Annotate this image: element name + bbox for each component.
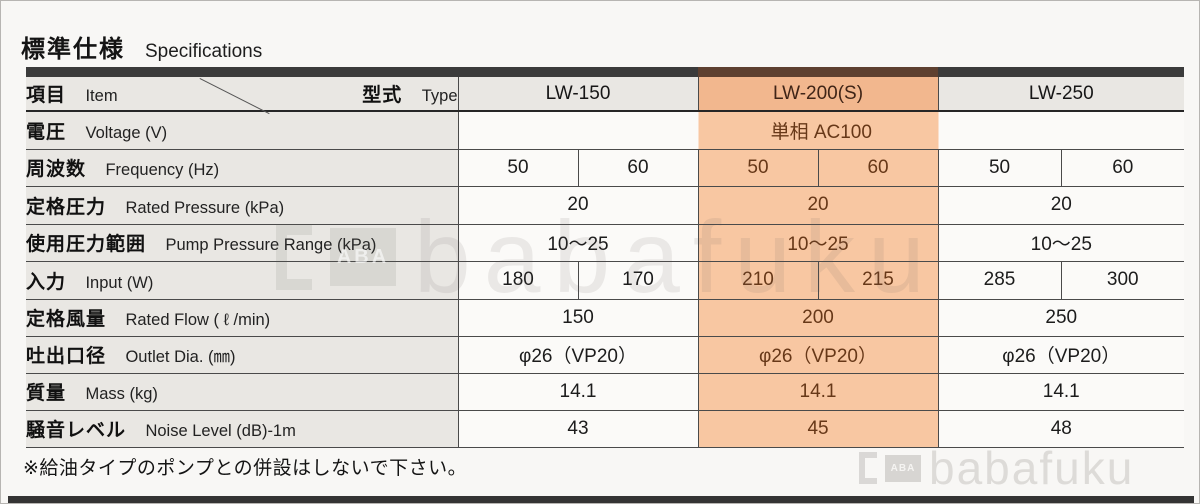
- spec-value: 48: [937, 409, 1185, 448]
- model-header-lw200s: LW-200(S): [697, 77, 939, 112]
- table-top-bar-highlight: [698, 67, 938, 77]
- row-label-en: Voltage (V): [85, 123, 168, 142]
- row-label-en: Outlet Dia. (㎜): [125, 348, 236, 366]
- spec-value-highlighted: 215: [817, 260, 939, 300]
- row-label-jp: 電圧: [26, 121, 67, 143]
- row-label-en: Pump Pressure Range (kPa): [165, 236, 377, 254]
- row-label-en: Input (W): [85, 273, 154, 292]
- row-label-pressure-range: 使用圧力範囲 Pump Pressure Range (kPa): [26, 223, 459, 262]
- spec-value-highlighted: 200: [697, 298, 939, 337]
- spec-value: 20: [457, 185, 699, 225]
- row-label-rated-pressure: 定格圧力 Rated Pressure (kPa): [26, 185, 459, 225]
- spec-value: 50: [457, 148, 579, 187]
- row-label-jp: 質量: [26, 383, 67, 404]
- watermark-bottom-right: ABA babafuku: [859, 445, 1134, 491]
- spec-value: 170: [577, 260, 699, 300]
- row-label-jp: 周波数: [26, 159, 87, 180]
- spec-value: 14.1: [457, 372, 699, 411]
- page-title: 標準仕様 Specifications: [21, 29, 262, 64]
- babafuku-logo-icon: ABA: [885, 454, 921, 482]
- spec-value: 250: [937, 298, 1185, 337]
- spec-value-highlighted: φ26（VP20）: [697, 335, 939, 374]
- header-item: 項目 Item: [26, 80, 118, 107]
- row-voltage: 電圧 Voltage (V) 単相 AC100: [26, 110, 1185, 150]
- row-label-en: Mass (kg): [85, 385, 158, 403]
- spec-value: 10〜25: [937, 223, 1185, 262]
- row-label-rated-flow: 定格風量 Rated Flow ( ℓ /min): [26, 298, 459, 337]
- spec-value: φ26（VP20）: [937, 335, 1185, 374]
- row-outlet-dia: 吐出口径 Outlet Dia. (㎜) φ26（VP20） φ26（VP20）…: [26, 335, 1185, 374]
- footnote: ※給油タイプのポンプとの併設はしないで下さい。: [23, 458, 468, 479]
- table-top-bar: [26, 67, 1184, 77]
- spec-value: 285: [937, 260, 1062, 300]
- spec-value-highlighted: 10〜25: [697, 223, 939, 262]
- row-rated-flow: 定格風量 Rated Flow ( ℓ /min) 150 200 250: [26, 298, 1185, 337]
- spec-value-highlighted: 50: [697, 148, 819, 187]
- spec-value-highlighted: 45: [697, 409, 939, 448]
- row-label-input: 入力 Input (W): [26, 260, 459, 300]
- row-input: 入力 Input (W) 180 170 210 215 285 300: [26, 260, 1185, 300]
- spec-value: 43: [457, 409, 699, 448]
- row-label-voltage: 電圧 Voltage (V): [26, 110, 459, 150]
- row-label-frequency: 周波数 Frequency (Hz): [26, 148, 459, 187]
- watermark-text: babafuku: [929, 442, 1135, 494]
- spec-value: 10〜25: [457, 223, 699, 262]
- row-mass: 質量 Mass (kg) 14.1 14.1 14.1: [26, 372, 1185, 411]
- spec-value: 14.1: [937, 372, 1185, 411]
- row-label-mass: 質量 Mass (kg): [26, 372, 459, 411]
- model-header-lw150: LW-150: [457, 77, 699, 112]
- row-label-en: Noise Level (dB)-1m: [145, 422, 296, 440]
- spec-value-voltage: 単相 AC100: [457, 110, 1185, 150]
- page-bottom-bar: [8, 496, 1194, 503]
- spec-value-highlighted: 210: [697, 260, 819, 300]
- row-frequency: 周波数 Frequency (Hz) 50 60 50 60 50 60: [26, 148, 1185, 187]
- spec-value: 50: [937, 148, 1062, 187]
- spec-value-highlighted: 14.1: [697, 372, 939, 411]
- header-row: 項目 Item 型式 Type LW-150 LW-200(S) LW-250: [26, 77, 1185, 115]
- row-label-en: Rated Flow ( ℓ /min): [125, 311, 271, 329]
- header-type-en: Type: [421, 87, 458, 105]
- spec-value: 20: [937, 185, 1185, 225]
- babafuku-logo-icon: [859, 452, 877, 484]
- row-noise-level: 騒音レベル Noise Level (dB)-1m 43 45 48: [26, 409, 1185, 448]
- row-label-outlet-dia: 吐出口径 Outlet Dia. (㎜): [26, 335, 459, 374]
- spec-value-highlighted: 20: [697, 185, 939, 225]
- spec-value: 300: [1060, 260, 1185, 300]
- row-label-jp: 吐出口径: [26, 346, 107, 367]
- spec-value: 180: [457, 260, 579, 300]
- spec-value-highlighted: 60: [817, 148, 939, 187]
- header-item-en: Item: [85, 87, 118, 105]
- specifications-table: 項目 Item 型式 Type LW-150 LW-200(S) LW-250 …: [26, 77, 1185, 448]
- row-label-jp: 騒音レベル: [26, 420, 127, 441]
- logo-letters: ABA: [890, 462, 916, 474]
- row-label-jp: 定格風量: [26, 309, 107, 330]
- row-rated-pressure: 定格圧力 Rated Pressure (kPa) 20 20 20: [26, 185, 1185, 225]
- model-header-lw250: LW-250: [937, 77, 1185, 112]
- header-type-jp: 型式: [362, 85, 403, 106]
- spec-value: 150: [457, 298, 699, 337]
- row-label-jp: 定格圧力: [26, 196, 107, 218]
- row-label-noise-level: 騒音レベル Noise Level (dB)-1m: [26, 409, 459, 448]
- spec-value: 60: [577, 148, 699, 187]
- header-item-jp: 項目: [26, 85, 67, 106]
- page-title-jp: 標準仕様: [21, 36, 125, 63]
- row-label-en: Frequency (Hz): [105, 161, 220, 179]
- page-title-en: Specifications: [145, 41, 263, 62]
- row-label-en: Rated Pressure (kPa): [125, 198, 285, 217]
- row-pressure-range: 使用圧力範囲 Pump Pressure Range (kPa) 10〜25 1…: [26, 223, 1185, 262]
- row-label-jp: 入力: [26, 271, 67, 293]
- header-corner-cell: 項目 Item 型式 Type: [26, 77, 459, 115]
- spec-value: 60: [1060, 148, 1185, 187]
- row-label-jp: 使用圧力範囲: [26, 234, 147, 255]
- header-type: 型式 Type: [362, 80, 457, 107]
- spec-value: φ26（VP20）: [457, 335, 699, 374]
